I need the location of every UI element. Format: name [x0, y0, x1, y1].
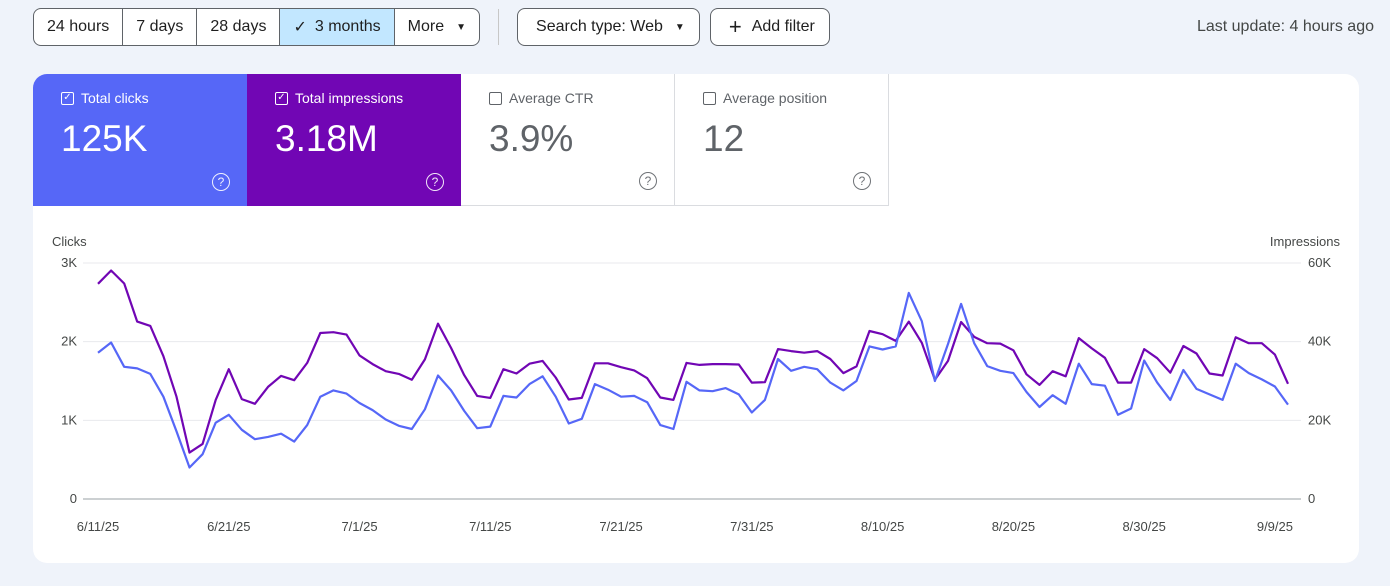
range-28-days[interactable]: 28 days	[197, 9, 281, 45]
x-tick-label: 7/1/25	[341, 519, 377, 534]
divider	[498, 9, 500, 45]
metric-label: Average position	[723, 90, 828, 106]
x-tick-label: 8/10/25	[861, 519, 904, 534]
date-range-selector: 24 hours 7 days 28 days ✓ 3 months More ▼	[33, 8, 481, 46]
x-tick-label: 9/9/25	[1257, 519, 1293, 534]
search-type-dropdown[interactable]: Search type: Web ▼	[517, 8, 700, 46]
range-24-hours[interactable]: 24 hours	[34, 9, 124, 45]
x-tick-label: 8/20/25	[992, 519, 1035, 534]
checkbox-checked-icon[interactable]: ✓	[61, 91, 74, 105]
right-axis-title: Impressions	[1270, 234, 1341, 249]
impressions-series-line	[97, 269, 1290, 454]
left-axis-title: Clicks	[52, 234, 87, 249]
clicks-series-line	[97, 291, 1289, 469]
metric-tile-average-position[interactable]: Average position 12 ?	[675, 74, 889, 206]
range-label: More	[407, 18, 445, 35]
filter-bar: 24 hours 7 days 28 days ✓ 3 months More ▼ …	[33, 8, 1374, 46]
left-tick-label: 3K	[61, 255, 77, 270]
help-icon[interactable]: ?	[212, 173, 230, 191]
right-tick-label: 0	[1308, 491, 1315, 506]
search-type-label: Search type: Web	[536, 18, 663, 35]
metric-tile-total-clicks[interactable]: ✓ Total clicks 125K ?	[33, 74, 247, 206]
metric-label: Total clicks	[81, 90, 149, 106]
metric-label: Average CTR	[509, 90, 594, 106]
range-label: 24 hours	[47, 18, 110, 35]
metric-label: Total impressions	[295, 90, 404, 106]
add-filter-label: Add filter	[751, 18, 815, 35]
x-tick-label: 8/30/25	[1122, 519, 1165, 534]
left-axis-ticks: 0 1K 2K 3K	[61, 255, 77, 506]
caret-down-icon: ▼	[674, 21, 685, 33]
range-label: 28 days	[210, 18, 267, 35]
add-filter-button[interactable]: + Add filter	[709, 8, 830, 46]
help-icon[interactable]: ?	[426, 173, 444, 191]
gridlines	[83, 262, 1301, 500]
checkbox-checked-icon[interactable]: ✓	[275, 91, 288, 105]
right-axis-ticks: 0 20K 40K 60K	[1308, 255, 1331, 506]
range-label: 7 days	[136, 18, 184, 35]
x-tick-label: 6/21/25	[207, 519, 250, 534]
metric-value: 125K	[61, 118, 148, 159]
x-tick-label: 6/11/25	[77, 519, 119, 534]
range-label: 3 months	[314, 18, 381, 35]
metric-value: 3.18M	[275, 118, 378, 159]
range-more-dropdown[interactable]: More ▼	[395, 9, 479, 45]
caret-down-icon: ▼	[456, 21, 467, 33]
check-icon: ✓	[293, 19, 307, 36]
x-tick-label: 7/31/25	[730, 519, 773, 534]
metric-tiles: ✓ Total clicks 125K ? ✓ Total impressions …	[33, 74, 1359, 206]
left-tick-label: 0	[70, 491, 77, 506]
metric-tile-total-impressions[interactable]: ✓ Total impressions 3.18M ?	[247, 74, 461, 206]
help-icon[interactable]: ?	[853, 172, 871, 190]
performance-chart: Clicks Impressions 0 1K 2K 3K 0 20K 40K 60K 6/…	[52, 234, 1341, 534]
right-tick-label: 20K	[1308, 412, 1331, 427]
right-tick-label: 40K	[1308, 334, 1331, 349]
series-lines	[97, 269, 1290, 469]
range-3-months[interactable]: ✓ 3 months	[280, 9, 395, 45]
right-tick-label: 60K	[1308, 255, 1331, 270]
plus-icon: +	[728, 14, 742, 39]
x-axis-ticks: 6/11/25 6/21/25 7/1/25 7/11/25 7/21/25 7/31/2…	[77, 519, 1293, 534]
help-icon[interactable]: ?	[639, 172, 657, 190]
performance-card: ✓ Total clicks 125K ? ✓ Total impressions …	[33, 74, 1359, 563]
left-tick-label: 1K	[61, 412, 77, 427]
metric-value: 3.9%	[489, 118, 574, 159]
last-update-text: Last update: 4 hours ago	[1196, 18, 1374, 35]
checkbox-unchecked-icon[interactable]	[703, 91, 716, 105]
metric-tile-average-ctr[interactable]: Average CTR 3.9% ?	[461, 74, 675, 206]
metric-value: 12	[703, 118, 745, 159]
range-7-days[interactable]: 7 days	[123, 9, 198, 45]
checkbox-unchecked-icon[interactable]	[489, 91, 502, 105]
x-tick-label: 7/11/25	[469, 519, 511, 534]
left-tick-label: 2K	[61, 334, 77, 349]
x-tick-label: 7/21/25	[599, 519, 642, 534]
